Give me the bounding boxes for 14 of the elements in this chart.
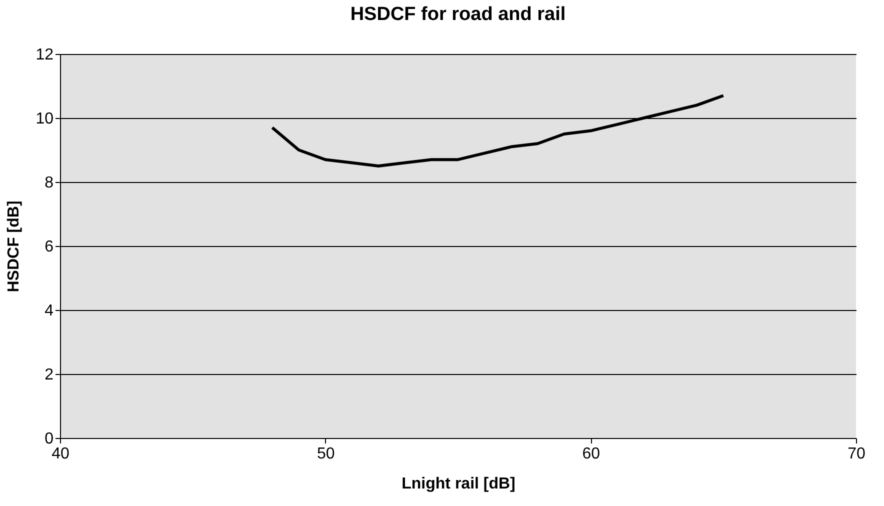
y-tick-label: 6 — [44, 238, 54, 256]
y-tick-label: 4 — [44, 302, 54, 320]
y-axis-title: HSDCF [dB] — [6, 200, 23, 292]
y-tick-label: 8 — [44, 174, 54, 192]
x-tick-label: 60 — [582, 446, 600, 462]
x-axis-title: Lnight rail [dB] — [402, 476, 516, 492]
x-tick-label: 50 — [316, 446, 335, 462]
y-tick-label: 10 — [36, 110, 54, 128]
y-tick-label: 12 — [36, 46, 54, 64]
x-tick-label: 40 — [52, 446, 70, 462]
x-tick-label: 70 — [848, 446, 866, 462]
chart-title: HSDCF for road and rail — [350, 4, 566, 25]
y-tick-label: 2 — [44, 366, 54, 384]
y-tick-label: 0 — [44, 430, 54, 448]
